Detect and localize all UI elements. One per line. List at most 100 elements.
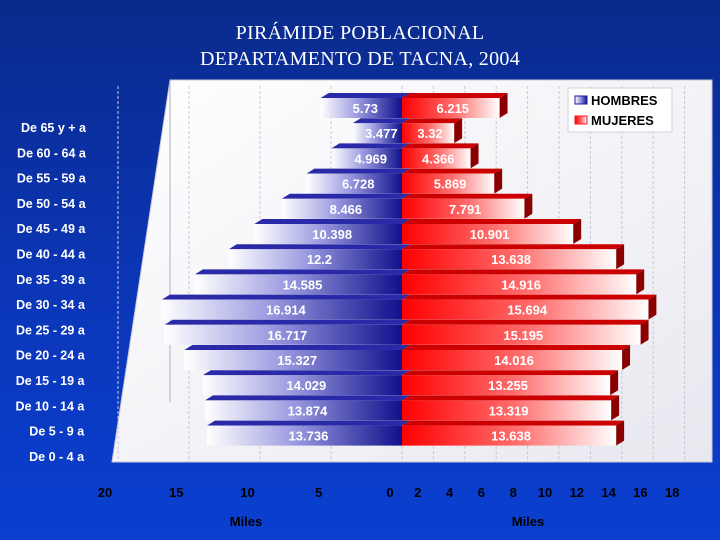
bar-men-top [306, 168, 410, 174]
data-label-men: 10.398 [312, 227, 352, 242]
bar-men-top [228, 244, 410, 250]
data-label-women: 15.694 [507, 303, 548, 318]
bar-women [402, 224, 574, 244]
data-label-men: 14.585 [283, 277, 323, 292]
data-label-women: 10.901 [470, 227, 510, 242]
bar-women-side [454, 118, 463, 144]
bar-men-top [202, 370, 410, 376]
x-tick-label: 5 [315, 485, 322, 500]
bar-women-top [402, 143, 479, 149]
bar-women-top [402, 294, 657, 300]
bars: 5.73 6.215 3.477 3.32 4.969 4.366 6.728 5.869 8.… [161, 93, 657, 446]
bar-men [320, 98, 402, 118]
data-label-women: 15.195 [503, 328, 543, 343]
bar-women-top [402, 269, 645, 275]
bar-men-top [161, 294, 410, 300]
bar-women-top [402, 319, 649, 325]
bar-women-side [622, 345, 631, 370]
x-tick-label: 4 [446, 485, 454, 500]
data-label-women: 6.215 [437, 101, 470, 116]
data-label-men: 12.2 [307, 252, 332, 267]
x-tick-label: 8 [510, 485, 517, 500]
data-label-women: 14.016 [494, 353, 534, 368]
category-label: De 65 y + a [21, 121, 87, 135]
bar-women-top [402, 93, 508, 98]
bar-men-top [206, 420, 410, 426]
bar-men-top [204, 395, 410, 401]
category-label: De 15 - 19 a [16, 374, 86, 388]
bar-women-side [616, 244, 625, 270]
data-label-men: 16.914 [266, 303, 307, 318]
legend-box [567, 87, 673, 133]
bar-women-top [402, 420, 625, 426]
chart-title: PIRÁMIDE POBLACIONAL DEPARTAMENTO DE TAC… [0, 20, 720, 72]
bar-women [402, 173, 495, 194]
bar-women [402, 98, 500, 118]
bar-women-side [636, 269, 645, 295]
legend-label: MUJERES [591, 113, 654, 128]
category-label: De 55 - 59 a [17, 172, 87, 186]
data-label-men: 15.327 [277, 353, 317, 368]
x-tick-label: 12 [570, 485, 584, 500]
bar-women [402, 148, 471, 169]
bar-women [402, 324, 641, 345]
category-label: De 20 - 24 a [16, 349, 86, 363]
bar-women-side [611, 395, 620, 421]
bar-women-side [610, 370, 619, 396]
bar-women [402, 198, 525, 219]
bar-women [402, 123, 455, 144]
bar-men [331, 148, 402, 169]
title-line-1: PIRÁMIDE POBLACIONAL [235, 22, 485, 44]
bar-women-side [616, 420, 625, 446]
category-label: De 45 - 49 a [17, 222, 87, 236]
bar-men [202, 375, 402, 396]
x-axis-label-left: Miles [230, 514, 263, 529]
bar-women-top [402, 219, 582, 224]
bar-men [161, 299, 402, 320]
legend-label: HOMBRES [591, 93, 658, 108]
bar-women [402, 274, 637, 295]
bar-women [402, 425, 617, 446]
bar-women-top [402, 193, 533, 199]
category-label: De 30 - 34 a [16, 298, 86, 312]
legend: HOMBRES MUJERES [567, 87, 673, 133]
title-line-2: DEPARTAMENTO DE TACNA, 2004 [199, 48, 520, 70]
bar-men [164, 324, 402, 345]
data-label-women: 14.916 [501, 277, 541, 292]
legend-swatch [574, 115, 588, 125]
bar-men [228, 249, 402, 270]
bar-women-top [402, 168, 503, 174]
data-label-men: 16.717 [267, 328, 307, 343]
bar-women-side [494, 168, 503, 194]
bar-women-top [402, 244, 625, 250]
x-tick-label: 0 [386, 485, 393, 500]
bar-women-top [402, 370, 619, 376]
bar-men [254, 224, 402, 244]
bar-women-top [402, 118, 463, 124]
data-label-women: 13.255 [488, 378, 528, 393]
bar-men-top [254, 219, 410, 224]
bar-women-side [573, 219, 582, 244]
data-label-men: 13.874 [288, 403, 329, 418]
bar-men-top [184, 345, 410, 350]
category-label: De 40 - 44 a [16, 248, 86, 262]
x-tick-label: 10 [538, 485, 552, 500]
data-label-women: 7.791 [449, 202, 482, 217]
category-labels: De 65 y + a De 60 - 64 a De 55 - 59 a De 50… [16, 121, 87, 464]
data-label-women: 13.319 [489, 403, 529, 418]
data-label-women: 13.638 [491, 252, 531, 267]
data-label-men: 3.477 [365, 126, 398, 141]
bar-men [306, 173, 402, 194]
bar-men [184, 350, 402, 370]
bar-women-side [648, 294, 657, 320]
bar-women [402, 375, 611, 396]
bar-men-top [194, 269, 410, 275]
data-label-women: 13.638 [491, 429, 531, 444]
x-axis-label-right: Miles [512, 514, 545, 529]
bar-men-top [281, 193, 410, 199]
x-tick-label: 14 [601, 485, 616, 500]
bar-women [402, 400, 612, 421]
x-tick-label: 2 [414, 485, 421, 500]
bar-men-top [331, 143, 410, 149]
